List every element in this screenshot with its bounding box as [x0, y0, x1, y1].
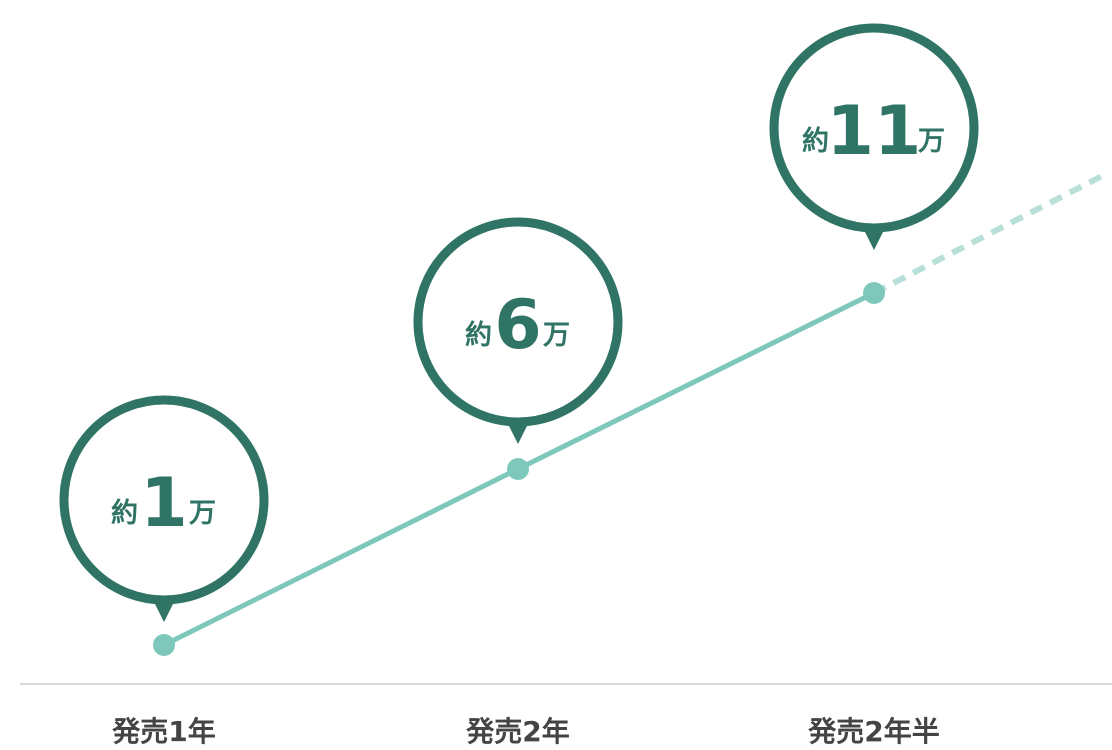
data-label-value-3: 11: [827, 92, 922, 171]
data-label-value-2: 6: [494, 286, 541, 365]
x-tick-label-3: 発売2年半: [807, 715, 939, 748]
data-point-2: [507, 458, 529, 480]
data-label-suffix-3: 万: [918, 126, 945, 157]
data-point-3: [863, 282, 885, 304]
data-label-value-1: 1: [140, 464, 187, 543]
data-label-suffix-1: 万: [189, 498, 216, 529]
data-label-prefix-2: 約: [465, 319, 492, 351]
x-tick-label-1: 発売1年: [111, 715, 215, 748]
data-point-1: [153, 634, 175, 656]
bubble-2: [413, 217, 623, 427]
data-label-prefix-1: 約: [111, 497, 138, 529]
bubble-3: [769, 23, 979, 233]
data-label-suffix-2: 万: [543, 320, 570, 351]
x-tick-label-2: 発売2年: [465, 715, 569, 748]
bubble-1: [59, 395, 269, 605]
data-label-prefix-3: 約: [802, 125, 829, 157]
